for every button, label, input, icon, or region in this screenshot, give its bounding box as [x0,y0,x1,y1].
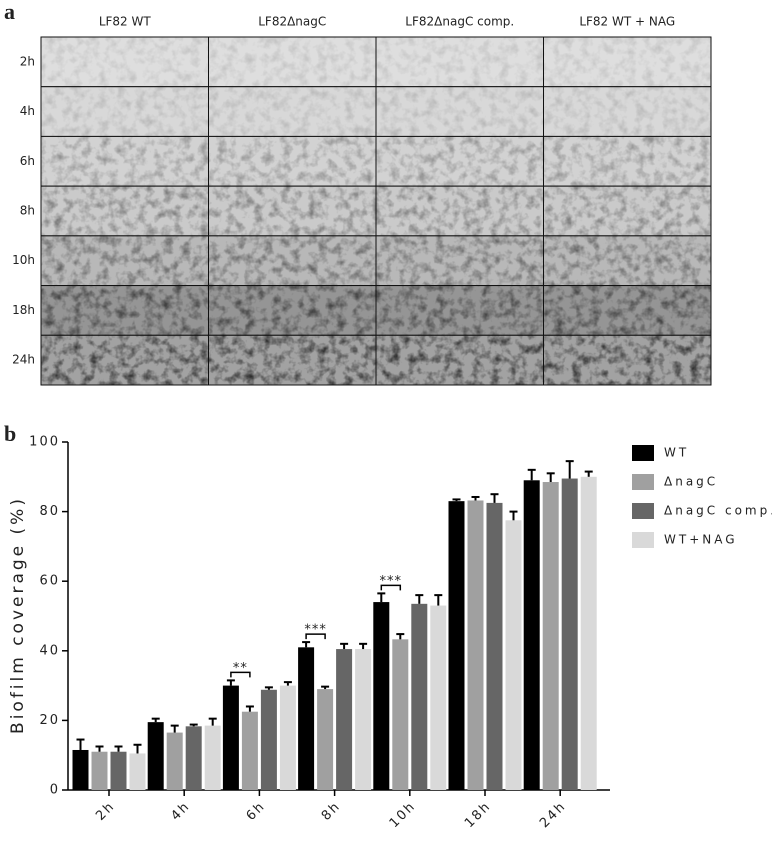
micrograph-texture [208,235,376,286]
x-tick-label: 24h [537,799,569,831]
y-tick-label: 100 [29,435,60,450]
micrograph-texture [376,186,544,236]
micrograph-texture [41,235,209,286]
micrograph-texture [208,37,376,87]
bar [91,751,108,790]
column-header: LF82ΔnagC [258,15,326,29]
bar [72,749,89,790]
y-tick-label: 40 [39,643,60,658]
bar [373,602,390,790]
micrograph-texture [208,335,376,385]
legend-label: ΔnagC [664,475,718,489]
bar [298,647,315,790]
x-tick-label: 2h [93,799,118,824]
y-axis-title: Biofilm coverage (%) [8,496,28,734]
bar [317,689,334,790]
micrograph-texture [41,86,209,137]
micrograph-texture [208,86,376,137]
micrograph-texture [376,86,544,137]
micrograph-texture [376,335,544,385]
bar [222,685,239,790]
x-tick-label: 10h [387,799,419,831]
column-header: LF82 WT [99,15,152,29]
micrograph-texture [41,37,209,87]
bar [392,639,409,790]
significance-label: *** [304,623,327,638]
y-tick-label: 20 [39,713,60,728]
x-tick-label: 4h [168,799,193,824]
micrograph-texture [543,86,711,137]
micrograph-texture [376,285,544,336]
legend-label: WT+NAG [664,533,738,547]
bar [260,689,277,790]
micrograph-texture [376,37,544,87]
significance-bracket [380,584,402,591]
bar [523,480,540,790]
bar [166,732,183,790]
legend-swatch [632,503,654,519]
column-header: LF82ΔnagC comp. [405,15,514,29]
x-tick-label: 18h [462,799,494,831]
bar [129,753,146,790]
y-tick-label: 60 [39,574,60,589]
micrograph-texture [543,285,711,336]
y-tick-label: 80 [39,504,60,519]
micrograph-texture [208,186,376,236]
significance-label: ** [233,661,248,676]
bar [561,478,578,790]
bar [185,726,202,790]
row-label: 6h [20,154,35,168]
micrograph-texture [208,285,376,336]
bar [110,751,127,790]
micrograph-border [543,334,712,386]
micrograph-texture [543,235,711,286]
significance-bracket [305,633,326,640]
row-label: 24h [12,353,35,367]
micrograph-texture [543,37,711,87]
bar [336,649,353,790]
bar [505,520,522,790]
column-header: LF82 WT + NAG [579,15,675,29]
row-label: 8h [20,204,35,218]
micrograph-texture [543,186,711,236]
legend-swatch [632,445,654,461]
bar [580,476,597,790]
row-label: 10h [12,253,35,267]
panel-label: b [4,421,16,446]
bar [204,725,221,790]
bar [279,685,296,790]
bar [411,603,428,790]
x-tick-label: 6h [244,799,269,824]
bar [241,711,258,790]
bar [355,649,372,790]
row-label: 18h [12,303,35,317]
row-label: 2h [20,54,35,68]
legend-swatch [632,474,654,490]
bar [486,502,503,790]
bar [430,605,447,790]
micrograph-texture [208,136,376,187]
legend-swatch [632,532,654,548]
legend-label: ΔnagC comp. [664,504,772,518]
y-tick-label: 0 [50,783,60,798]
significance-bracket [230,671,251,678]
row-label: 4h [20,104,35,118]
micrograph-texture [376,235,544,286]
legend-label: WT [664,446,689,460]
bar [542,482,559,790]
micrograph-texture [376,136,544,187]
micrograph-texture [41,136,209,187]
panel-label: a [4,0,15,24]
x-tick-label: 8h [319,799,344,824]
significance-label: *** [380,574,403,589]
micrograph-texture [543,136,711,187]
micrograph-texture [41,186,209,236]
micrograph-texture [41,285,209,336]
micrograph-texture [41,335,209,385]
micrograph-texture [543,335,711,385]
bar [467,500,484,790]
bar [147,722,164,790]
bar [448,501,465,790]
